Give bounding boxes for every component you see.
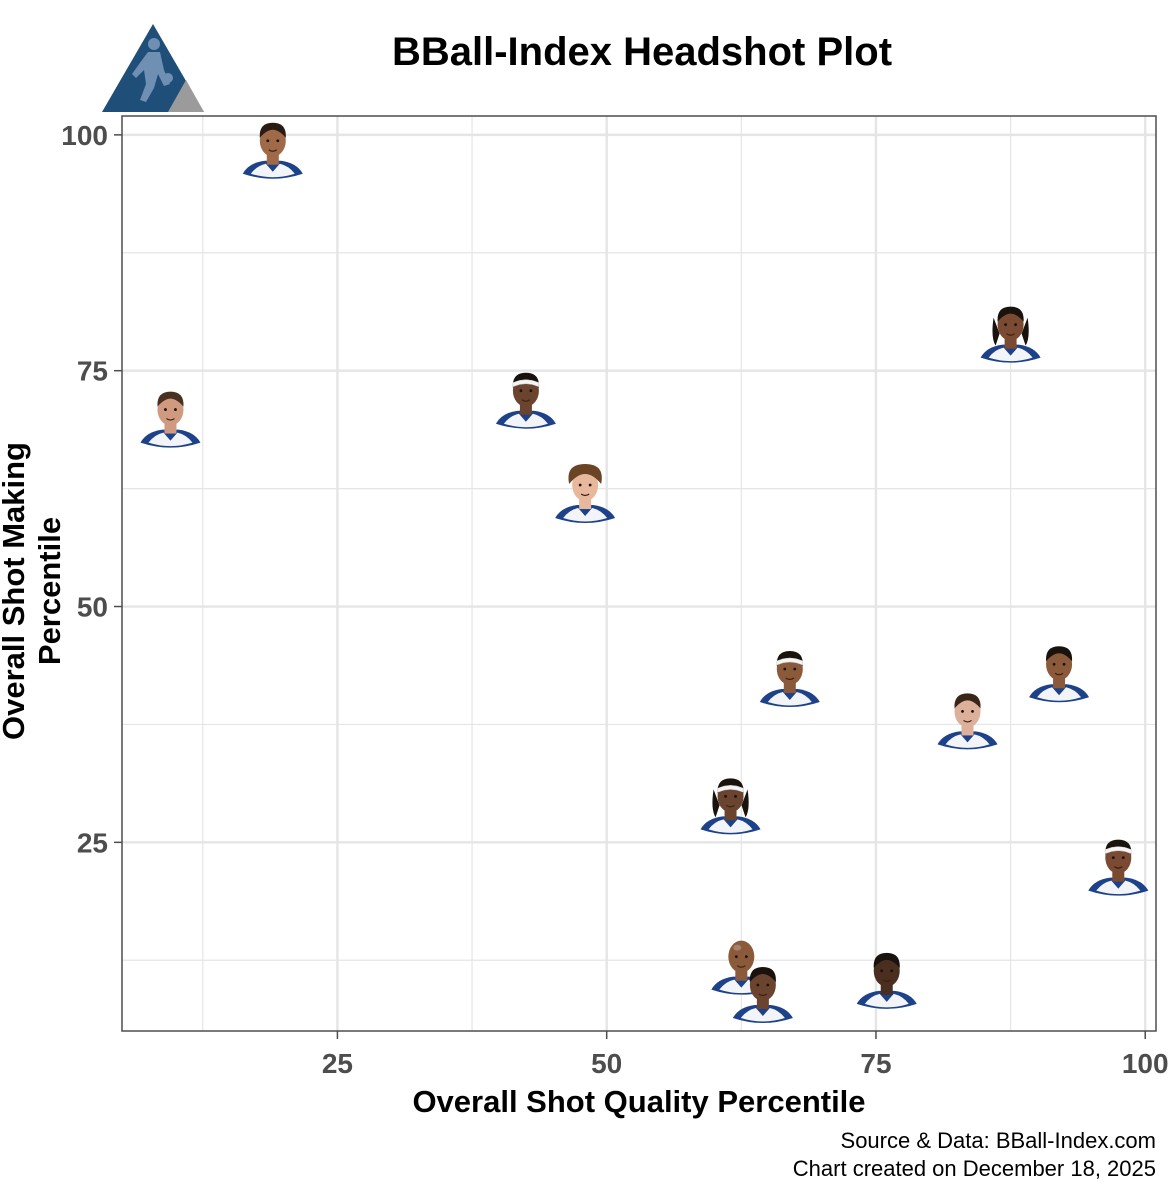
player-headshot-point xyxy=(555,464,616,524)
x-tick-label: 50 xyxy=(591,1048,622,1079)
x-tick-label: 75 xyxy=(860,1048,891,1079)
player-headshot-point xyxy=(700,778,761,835)
x-tick-label: 100 xyxy=(1122,1048,1169,1079)
grid-lines xyxy=(122,116,1156,1031)
bball-index-logo xyxy=(102,24,204,112)
y-tick-label: 75 xyxy=(77,356,108,387)
player-headshot-point xyxy=(242,122,303,179)
y-axis-label: Overall Shot Making Percentile xyxy=(0,442,67,741)
created-date-caption: Chart created on December 18, 2025 xyxy=(792,1156,1156,1181)
player-headshot-point xyxy=(1029,646,1090,703)
logo-gray-triangle xyxy=(168,80,204,112)
player-headshot-point xyxy=(1088,839,1149,896)
player-headshot-point xyxy=(732,966,793,1023)
player-headshot-point xyxy=(140,391,201,448)
player-headshot-point xyxy=(937,693,998,750)
y-tick-label: 25 xyxy=(77,827,108,858)
plot-panel-border xyxy=(121,115,1157,1032)
x-axis-label: Overall Shot Quality Percentile xyxy=(412,1084,866,1119)
player-headshot-point xyxy=(980,306,1041,363)
axis-ticks: 25 50 75 100 25 50 75 100 xyxy=(61,120,1168,1079)
source-caption: Source & Data: BBall-Index.com xyxy=(840,1128,1156,1153)
y-tick-label: 100 xyxy=(61,120,108,151)
chart-title: BBall-Index Headshot Plot xyxy=(391,30,893,74)
x-tick-label: 25 xyxy=(322,1048,353,1079)
player-headshots xyxy=(140,122,1149,1023)
y-tick-label: 50 xyxy=(77,592,108,623)
player-headshot-point xyxy=(856,952,917,1009)
player-headshot-point xyxy=(759,650,820,707)
player-headshot-point xyxy=(495,372,556,429)
logo-player-silhouette xyxy=(132,38,173,102)
